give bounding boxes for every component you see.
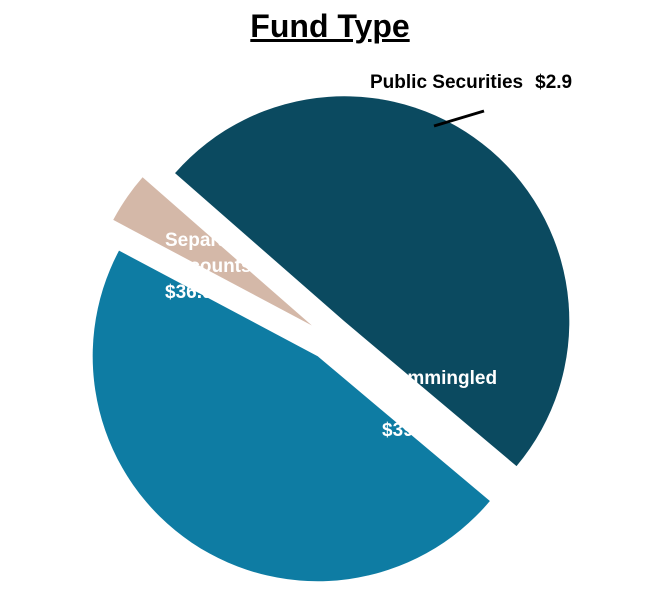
- pie-slice-public-securities: [113, 177, 312, 326]
- slice-label-commingled-funds: Commingled Funds $39.3: [382, 368, 497, 441]
- slice-label-separate-accounts: Separate Accounts $36.9: [165, 230, 252, 303]
- pie-slice-separate-accounts: [92, 250, 490, 582]
- chart-title: Fund Type: [250, 8, 410, 44]
- slice-label-public-securities: Public Securities $2.9: [370, 72, 572, 93]
- leader-line-public-securities: [433, 109, 485, 128]
- pie-slice-commingled-funds: [175, 96, 570, 467]
